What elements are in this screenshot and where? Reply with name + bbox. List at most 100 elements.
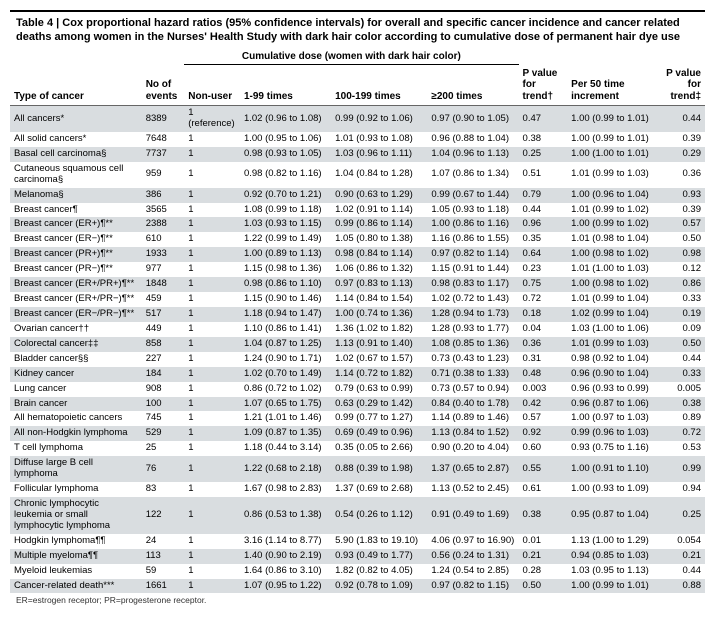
table-cell: Myeloid leukemias [10,564,142,579]
table-cell: 0.01 [519,534,568,549]
table-cell: 0.99 (0.96 to 1.03) [567,426,656,441]
table-cell: 0.44 [656,352,705,367]
table-cell: 1.00 (0.99 to 1.01) [567,579,656,594]
table-cell: 1.03 (1.00 to 1.06) [567,322,656,337]
table-cell: 0.69 (0.49 to 0.96) [331,426,427,441]
table-cell: 0.55 [519,456,568,482]
table-row: All solid cancers*764811.00 (0.95 to 1.0… [10,132,705,147]
table-row: Ovarian cancer††44911.10 (0.86 to 1.41)1… [10,322,705,337]
table-cell: 1.06 (0.86 to 1.32) [331,262,427,277]
table-cell: 1.08 (0.99 to 1.18) [240,203,331,218]
table-cell: 1.01 (1.00 to 1.03) [567,262,656,277]
table-row: Cutaneous squamous cell carcinoma§95910.… [10,162,705,188]
table-cell: 0.38 [519,132,568,147]
table-cell: 1.22 (0.99 to 1.49) [240,232,331,247]
table-cell: 0.42 [519,397,568,412]
table-cell: 83 [142,482,185,497]
table-cell: 1.13 (0.52 to 2.45) [427,482,518,497]
table-row: All cancers*83891 (reference)1.02 (0.96 … [10,106,705,132]
table-cell: 1.14 (0.84 to 1.54) [331,292,427,307]
table-cell: 0.73 (0.57 to 0.94) [427,382,518,397]
table-cell: 0.09 [656,322,705,337]
table-row: Breast cancer (PR−)¶**97711.15 (0.98 to … [10,262,705,277]
table-cell: 1 [184,411,240,426]
table-cell: 908 [142,382,185,397]
table-cell: 1.02 (0.67 to 1.57) [331,352,427,367]
table-cell: All cancers* [10,106,142,132]
table-cell: 0.97 (0.90 to 1.05) [427,106,518,132]
table-cell: 1.00 (0.91 to 1.10) [567,456,656,482]
table-cell: All solid cancers* [10,132,142,147]
table-cell: 0.29 [656,147,705,162]
table-cell: 1.07 (0.86 to 1.34) [427,162,518,188]
table-cell: 1 [184,382,240,397]
table-footnote: ER=estrogen receptor; PR=progesterone re… [10,593,705,607]
table-cell: 1.37 (0.65 to 2.87) [427,456,518,482]
table-cell: Ovarian cancer†† [10,322,142,337]
table-cell: 0.98 [656,247,705,262]
table-row: Breast cancer (ER+/PR+)¶**184810.98 (0.8… [10,277,705,292]
table-row: Diffuse large B cell lymphoma7611.22 (0.… [10,456,705,482]
table-cell: 1.05 (0.80 to 1.38) [331,232,427,247]
table-cell: 0.92 [519,426,568,441]
table-row: Breast cancer (ER−)¶**61011.22 (0.99 to … [10,232,705,247]
table-row: Brain cancer10011.07 (0.65 to 1.75)0.63 … [10,397,705,412]
table-cell: 0.86 (0.72 to 1.02) [240,382,331,397]
table-cell: 2388 [142,217,185,232]
table-cell: 0.35 (0.05 to 2.66) [331,441,427,456]
table-cell: 0.28 [519,564,568,579]
table-cell: 1933 [142,247,185,262]
table-cell: 0.25 [519,147,568,162]
table-cell: 1.13 (0.84 to 1.52) [427,426,518,441]
table-cell: 0.93 (0.75 to 1.16) [567,441,656,456]
table-cell: 0.99 (0.77 to 1.27) [331,411,427,426]
table-cell: Breast cancer (PR+)¶** [10,247,142,262]
table-cell: 0.98 (0.92 to 1.04) [567,352,656,367]
table-cell: 3.16 (1.14 to 8.77) [240,534,331,549]
table-cell: 0.12 [656,262,705,277]
table-cell: T cell lymphoma [10,441,142,456]
table-cell: 1 [184,441,240,456]
table-cell: 1 [184,456,240,482]
table-cell: 1.02 (0.99 to 1.04) [567,307,656,322]
table-cell: 1.02 (0.91 to 1.14) [331,203,427,218]
col-d1: 1-99 times [240,65,331,106]
table-cell: 1.15 (0.90 to 1.46) [240,292,331,307]
table-cell: 959 [142,162,185,188]
table-cell: 1.14 (0.72 to 1.82) [331,367,427,382]
table-cell: Lung cancer [10,382,142,397]
table-cell: Breast cancer (ER+/PR+)¶** [10,277,142,292]
table-cell: 1.28 (0.94 to 1.73) [427,307,518,322]
table-cell: 122 [142,497,185,534]
table-cell: 1.13 (0.91 to 1.40) [331,337,427,352]
table-cell: 0.95 (0.87 to 1.04) [567,497,656,534]
table-cell: 7737 [142,147,185,162]
col-n: No of events [142,65,185,106]
table-cell: 1 [184,322,240,337]
table-row: Myeloid leukemias5911.64 (0.86 to 3.10)1… [10,564,705,579]
table-cell: 1.28 (0.93 to 1.77) [427,322,518,337]
table-cell: 0.98 (0.86 to 1.10) [240,277,331,292]
table-cell: 1.15 (0.98 to 1.36) [240,262,331,277]
table-cell: 1.00 (0.96 to 1.04) [567,188,656,203]
table-cell: 0.50 [656,337,705,352]
table-cell: 1.36 (1.02 to 1.82) [331,322,427,337]
table-cell: 1.21 (1.01 to 1.46) [240,411,331,426]
table-cell: 0.56 (0.24 to 1.31) [427,549,518,564]
table-cell: 1.07 (0.95 to 1.22) [240,579,331,594]
table-cell: 25 [142,441,185,456]
table-cell: 1.02 (0.72 to 1.43) [427,292,518,307]
table-row: Bladder cancer§§22711.24 (0.90 to 1.71)1… [10,352,705,367]
table-cell: 1 [184,147,240,162]
col-type: Type of cancer [10,65,142,106]
table-cell: 0.003 [519,382,568,397]
table-cell: 184 [142,367,185,382]
table-cell: 0.98 (0.93 to 1.05) [240,147,331,162]
table-cell: 0.31 [519,352,568,367]
table-row: Lung cancer90810.86 (0.72 to 1.02)0.79 (… [10,382,705,397]
table-cell: 1.00 (0.95 to 1.06) [240,132,331,147]
table-cell: 1 [184,337,240,352]
table-cell: 0.64 [519,247,568,262]
table-cell: 1.03 (0.93 to 1.15) [240,217,331,232]
table-cell: 1.09 (0.87 to 1.35) [240,426,331,441]
